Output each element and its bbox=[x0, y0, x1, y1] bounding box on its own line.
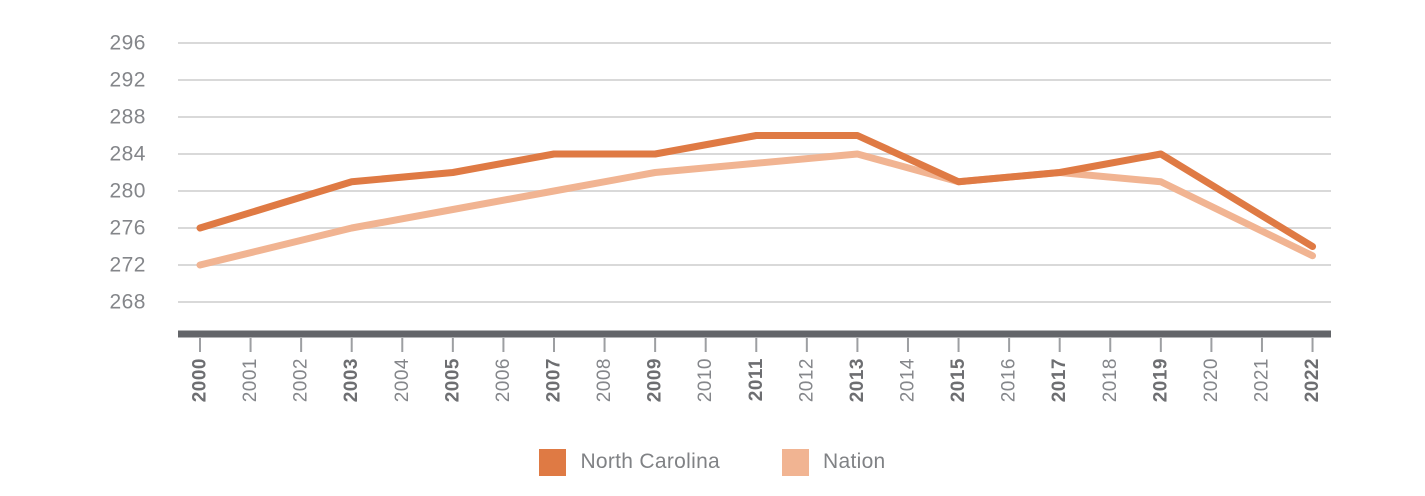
x-axis-label: 2002 bbox=[291, 358, 312, 402]
y-axis-label: 276 bbox=[109, 217, 146, 240]
x-axis-label: 2019 bbox=[1150, 358, 1171, 402]
x-axis-label: 2018 bbox=[1100, 358, 1121, 402]
y-axis-label: 284 bbox=[109, 143, 146, 166]
y-axis-label: 288 bbox=[109, 106, 146, 129]
y-axis-label: 268 bbox=[109, 291, 146, 314]
x-axis-label: 2003 bbox=[341, 358, 362, 402]
legend-swatch-nation bbox=[782, 448, 810, 476]
x-axis-label: 2016 bbox=[999, 358, 1020, 402]
legend-swatch-north-carolina bbox=[539, 448, 567, 476]
x-axis-label: 2013 bbox=[847, 358, 868, 402]
y-axis-label: 296 bbox=[109, 32, 146, 55]
legend-item-nation: Nation bbox=[782, 448, 886, 476]
legend-label-north-carolina: North Carolina bbox=[580, 450, 721, 473]
y-axis-label: 280 bbox=[109, 180, 146, 203]
x-axis-label: 2014 bbox=[897, 358, 918, 402]
x-axis-label: 2001 bbox=[240, 358, 261, 402]
legend-label-nation: Nation bbox=[823, 450, 886, 473]
x-axis-label: 2005 bbox=[442, 358, 463, 402]
x-axis-label: 2012 bbox=[796, 358, 817, 402]
x-axis-label: 2009 bbox=[645, 358, 666, 402]
x-axis-label: 2020 bbox=[1201, 358, 1222, 402]
x-axis-label: 2010 bbox=[695, 358, 716, 402]
chart-legend: North Carolina Nation bbox=[0, 432, 1425, 492]
x-axis-label: 2011 bbox=[746, 358, 767, 401]
series-line-nation bbox=[196, 150, 1317, 269]
x-axis-label: 2017 bbox=[1049, 358, 1070, 402]
x-axis-label: 2006 bbox=[493, 358, 514, 402]
y-axis-label: 272 bbox=[109, 254, 146, 277]
x-axis-label: 2022 bbox=[1302, 358, 1323, 402]
x-axis-label: 2004 bbox=[392, 358, 413, 402]
series-line-north-carolina bbox=[196, 132, 1317, 250]
x-axis-label: 2008 bbox=[594, 358, 615, 402]
x-axis-label: 2007 bbox=[543, 358, 564, 402]
line-chart: 296 292 288 284 280 276 272 268 2000 2001 2002 2003… bbox=[109, 32, 1331, 402]
x-axis-label: 2021 bbox=[1251, 358, 1272, 402]
y-axis-label: 292 bbox=[109, 69, 146, 92]
legend-item-north-carolina: North Carolina bbox=[539, 448, 721, 476]
x-axis-label: 2000 bbox=[190, 358, 211, 402]
x-axis-label: 2015 bbox=[948, 358, 969, 402]
